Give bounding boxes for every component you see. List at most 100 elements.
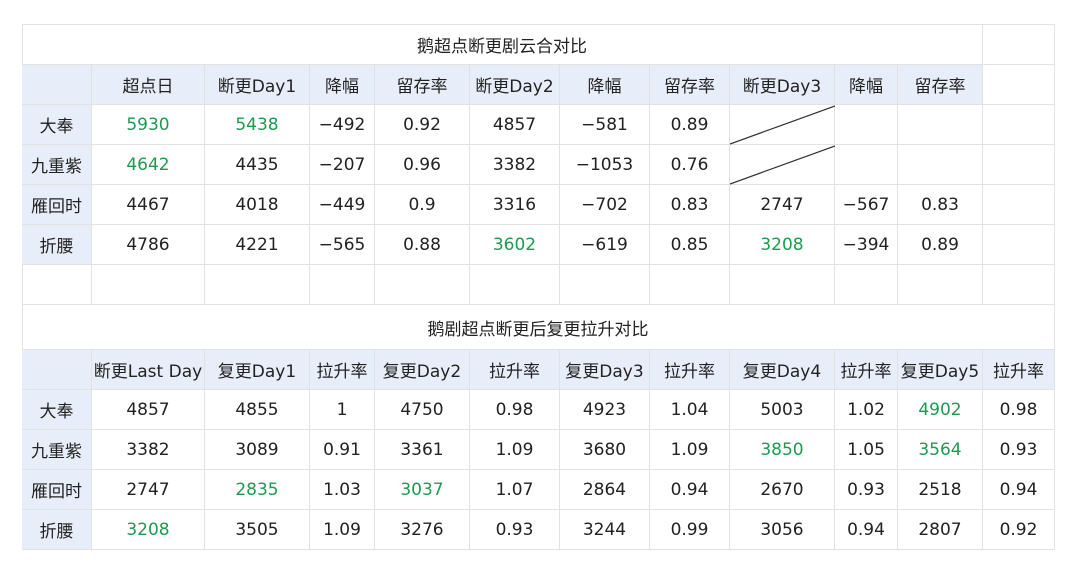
row-label: 大奉 xyxy=(22,390,92,430)
data-cell: 1.07 xyxy=(470,470,560,510)
data-cell: 0.85 xyxy=(650,225,730,265)
data-cell xyxy=(898,145,983,185)
row-label: 折腰 xyxy=(22,510,92,550)
data-cell: 0.93 xyxy=(470,510,560,550)
header-cell: 复更Day2 xyxy=(375,350,470,390)
data-cell: 2518 xyxy=(898,470,983,510)
data-cell: 4786 xyxy=(92,225,205,265)
data-cell: 4857 xyxy=(92,390,205,430)
data-cell: 3680 xyxy=(560,430,650,470)
data-cell: 1.09 xyxy=(310,510,375,550)
header-cell: 复更Day3 xyxy=(560,350,650,390)
data-cell: 0.98 xyxy=(470,390,560,430)
data-cell: 4923 xyxy=(560,390,650,430)
data-cell: −702 xyxy=(560,185,650,225)
diagonal-slash xyxy=(730,105,835,145)
data-cell xyxy=(730,145,835,185)
empty-cell xyxy=(898,265,983,305)
data-cell: 0.91 xyxy=(310,430,375,470)
data-cell: 1 xyxy=(310,390,375,430)
data-cell: 2835 xyxy=(205,470,310,510)
table-title: 鹅剧超点断更后复更拉升对比 xyxy=(22,305,1055,350)
empty-cell xyxy=(375,265,470,305)
row-label: 雁回时 xyxy=(22,185,92,225)
data-cell xyxy=(983,145,1055,185)
empty-cell xyxy=(650,265,730,305)
header-cell: 拉升率 xyxy=(310,350,375,390)
data-cell: 0.88 xyxy=(375,225,470,265)
header-cell: 复更Day1 xyxy=(205,350,310,390)
data-cell: 3056 xyxy=(730,510,835,550)
data-cell: 3037 xyxy=(375,470,470,510)
data-cell: 4467 xyxy=(92,185,205,225)
empty-cell xyxy=(470,265,560,305)
diagonal-slash xyxy=(730,145,835,185)
data-cell xyxy=(898,105,983,145)
data-cell: 0.94 xyxy=(835,510,898,550)
header-cell: 断更Day2 xyxy=(470,65,560,105)
data-cell: −449 xyxy=(310,185,375,225)
data-cell: 1.09 xyxy=(470,430,560,470)
data-cell: 5438 xyxy=(205,105,310,145)
header-cell: 降幅 xyxy=(560,65,650,105)
data-cell: −619 xyxy=(560,225,650,265)
data-cell: 3244 xyxy=(560,510,650,550)
data-cell: 3564 xyxy=(898,430,983,470)
data-cell: 4642 xyxy=(92,145,205,185)
data-cell: 1.05 xyxy=(835,430,898,470)
row-label: 九重紫 xyxy=(22,145,92,185)
data-cell: 0.89 xyxy=(650,105,730,145)
header-cell: 拉升率 xyxy=(983,350,1055,390)
data-cell: 3382 xyxy=(92,430,205,470)
row-label: 大奉 xyxy=(22,105,92,145)
empty-cell xyxy=(835,265,898,305)
data-cell: 1.03 xyxy=(310,470,375,510)
data-cell: −492 xyxy=(310,105,375,145)
row-label: 折腰 xyxy=(22,225,92,265)
data-cell: 2747 xyxy=(730,185,835,225)
data-cell: −1053 xyxy=(560,145,650,185)
header-cell: 留存率 xyxy=(898,65,983,105)
row-label: 九重紫 xyxy=(22,430,92,470)
data-cell: 0.93 xyxy=(983,430,1055,470)
data-cell: 4902 xyxy=(898,390,983,430)
header-cell: 拉升率 xyxy=(650,350,730,390)
data-cell: 2807 xyxy=(898,510,983,550)
data-cell: 5930 xyxy=(92,105,205,145)
data-cell xyxy=(983,225,1055,265)
data-cell: 3505 xyxy=(205,510,310,550)
header-cell xyxy=(22,65,92,105)
data-cell: 0.9 xyxy=(375,185,470,225)
data-cell: 2670 xyxy=(730,470,835,510)
empty-cell xyxy=(22,265,92,305)
data-cell: 0.83 xyxy=(898,185,983,225)
data-cell: 3602 xyxy=(470,225,560,265)
data-cell: 3089 xyxy=(205,430,310,470)
header-cell: 断更Day1 xyxy=(205,65,310,105)
header-cell: 复更Day4 xyxy=(730,350,835,390)
row-label: 雁回时 xyxy=(22,470,92,510)
empty-cell xyxy=(983,24,1055,65)
data-cell: −565 xyxy=(310,225,375,265)
data-cell: −394 xyxy=(835,225,898,265)
data-cell: 0.92 xyxy=(983,510,1055,550)
data-cell: 3850 xyxy=(730,430,835,470)
data-cell: 0.96 xyxy=(375,145,470,185)
data-cell: −581 xyxy=(560,105,650,145)
data-cell: 3316 xyxy=(470,185,560,225)
data-cell xyxy=(835,105,898,145)
header-cell: 留存率 xyxy=(375,65,470,105)
data-cell: 1.09 xyxy=(650,430,730,470)
empty-cell xyxy=(205,265,310,305)
data-cell: 4018 xyxy=(205,185,310,225)
data-cell: 2864 xyxy=(560,470,650,510)
data-cell xyxy=(730,105,835,145)
header-cell: 降幅 xyxy=(835,65,898,105)
data-cell: 1.02 xyxy=(835,390,898,430)
header-cell: 留存率 xyxy=(650,65,730,105)
header-cell: 拉升率 xyxy=(835,350,898,390)
data-cell: 0.93 xyxy=(835,470,898,510)
data-cell: 4221 xyxy=(205,225,310,265)
data-cell xyxy=(983,185,1055,225)
